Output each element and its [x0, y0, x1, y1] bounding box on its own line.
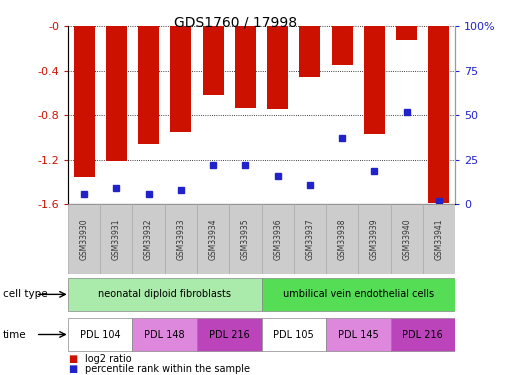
Bar [165, 204, 197, 274]
Bar [202, 26, 224, 95]
Bar [68, 318, 132, 351]
Text: GSM33938: GSM33938 [338, 218, 347, 260]
Text: GSM33935: GSM33935 [241, 218, 250, 260]
Text: umbilical vein endothelial cells: umbilical vein endothelial cells [283, 290, 434, 299]
Bar [100, 204, 132, 274]
Text: ■: ■ [68, 354, 77, 364]
Bar [364, 26, 385, 134]
Text: cell type: cell type [3, 290, 47, 299]
Bar [106, 26, 127, 161]
Bar [267, 26, 288, 109]
Text: log2 ratio: log2 ratio [85, 354, 131, 364]
Text: percentile rank within the sample: percentile rank within the sample [85, 364, 249, 374]
Text: GSM33941: GSM33941 [435, 218, 444, 260]
Bar [391, 318, 455, 351]
Text: time: time [3, 330, 26, 339]
Text: GSM33939: GSM33939 [370, 218, 379, 260]
Text: ■: ■ [68, 364, 77, 374]
Bar [326, 204, 358, 274]
Text: PDL 148: PDL 148 [144, 330, 185, 339]
Text: GSM33930: GSM33930 [79, 218, 88, 260]
Bar [358, 204, 391, 274]
Bar [262, 318, 326, 351]
Text: PDL 216: PDL 216 [402, 330, 443, 339]
Text: GSM33932: GSM33932 [144, 218, 153, 260]
Bar [423, 204, 455, 274]
Bar [68, 204, 100, 274]
Bar [262, 204, 294, 274]
Bar [197, 204, 229, 274]
Text: GSM33933: GSM33933 [176, 218, 185, 260]
Text: GSM33937: GSM33937 [305, 218, 314, 260]
Bar [396, 26, 417, 40]
Bar [74, 26, 95, 177]
Text: GSM33934: GSM33934 [209, 218, 218, 260]
Text: PDL 105: PDL 105 [274, 330, 314, 339]
Text: PDL 145: PDL 145 [338, 330, 379, 339]
Bar [391, 204, 423, 274]
Bar [68, 278, 262, 311]
Bar [132, 318, 197, 351]
Bar [262, 278, 455, 311]
Bar [326, 318, 391, 351]
Bar [197, 318, 262, 351]
Bar [235, 26, 256, 108]
Text: GDS1760 / 17998: GDS1760 / 17998 [174, 15, 297, 29]
Bar [132, 204, 165, 274]
Text: GSM33940: GSM33940 [402, 218, 411, 260]
Bar [428, 26, 449, 203]
Bar [332, 26, 353, 65]
Text: neonatal diploid fibroblasts: neonatal diploid fibroblasts [98, 290, 231, 299]
Bar [229, 204, 262, 274]
Text: PDL 104: PDL 104 [80, 330, 121, 339]
Bar [294, 204, 326, 274]
Text: PDL 216: PDL 216 [209, 330, 249, 339]
Bar [299, 26, 321, 78]
Bar [138, 26, 159, 144]
Text: GSM33931: GSM33931 [112, 218, 121, 260]
Text: GSM33936: GSM33936 [273, 218, 282, 260]
Bar [170, 26, 191, 132]
